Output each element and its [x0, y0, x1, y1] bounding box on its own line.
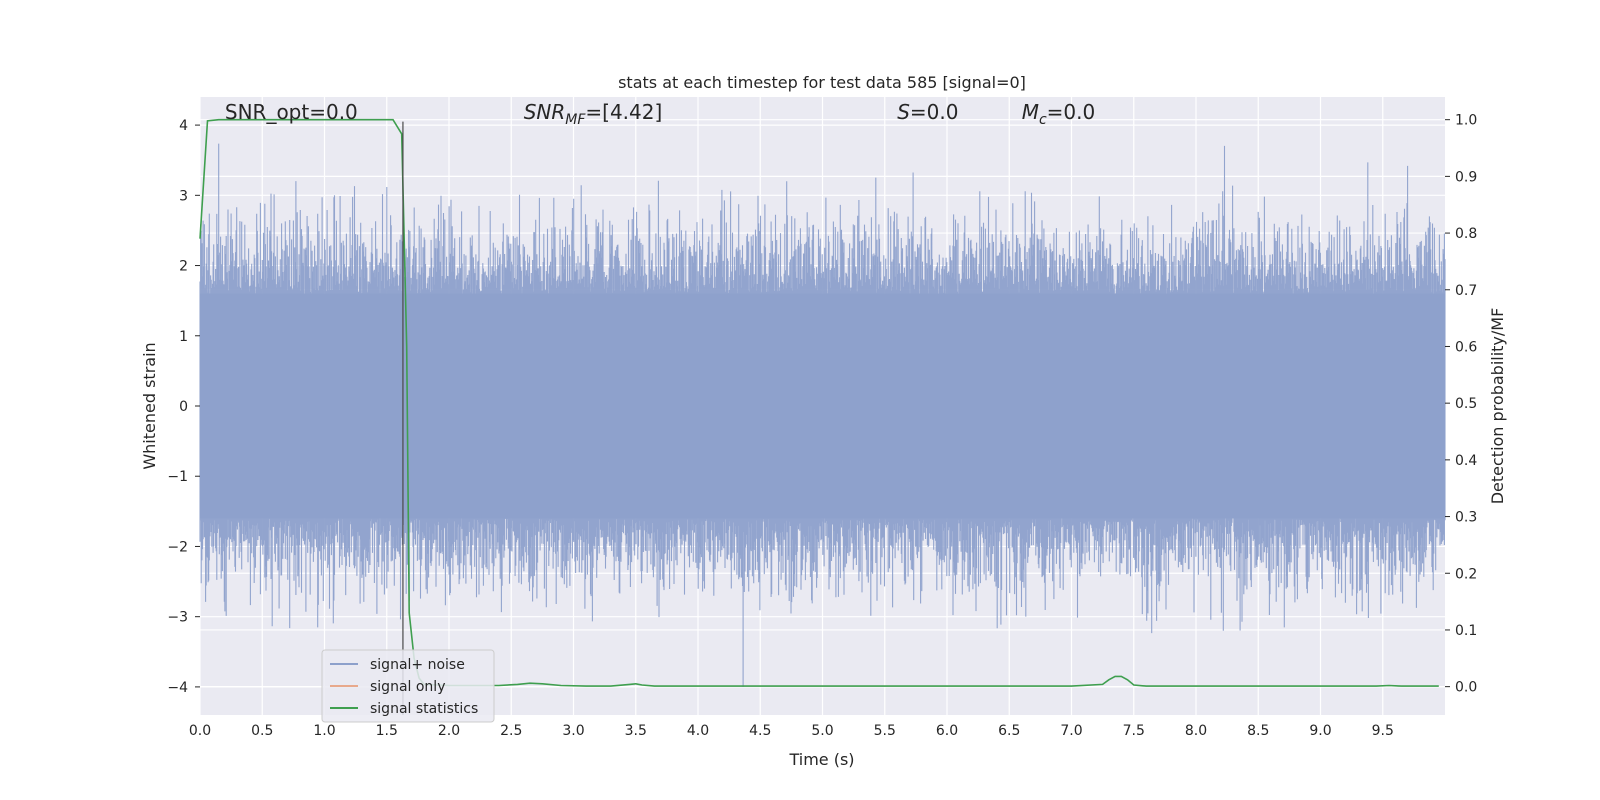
y-axis-right-ticks: 0.0 0.1 0.2 0.3 0.4 0.5 0.6 0.7 0.8 0.9 1.0 — [1445, 113, 1477, 696]
y-right-tick-label: 0.6 — [1455, 339, 1477, 355]
y-right-tick-label: 0.0 — [1455, 680, 1477, 696]
noise-trace — [199, 143, 1446, 687]
x-tick-label: 6.0 — [936, 723, 958, 739]
y-right-tick-label: 0.9 — [1455, 169, 1477, 185]
y-left-tick-label: −2 — [167, 539, 188, 555]
legend-label: signal only — [370, 679, 445, 695]
y-right-tick-label: 0.3 — [1455, 510, 1477, 526]
y-right-tick-label: 0.1 — [1455, 623, 1477, 639]
y-right-tick-label: 0.5 — [1455, 396, 1477, 412]
y-right-tick-label: 0.8 — [1455, 226, 1477, 242]
y-left-tick-label: −4 — [167, 680, 188, 696]
x-tick-label: 5.5 — [874, 723, 896, 739]
y-left-tick-label: 1 — [179, 329, 188, 345]
x-axis-ticks: 0.0 0.5 1.0 1.5 2.0 2.5 3.0 3.5 4.0 4.5 5.0 5.5 6.0 6… — [189, 723, 1394, 739]
x-tick-label: 3.5 — [625, 723, 647, 739]
x-tick-label: 8.5 — [1247, 723, 1269, 739]
y-right-tick-label: 0.4 — [1455, 453, 1477, 469]
y-right-tick-label: 0.2 — [1455, 566, 1477, 582]
y-axis-right-label: Detection probability/MF — [1488, 308, 1507, 505]
x-tick-label: 1.0 — [313, 723, 335, 739]
y-left-tick-label: −3 — [167, 610, 188, 626]
y-left-tick-label: 3 — [179, 188, 188, 204]
legend-box — [321, 649, 495, 723]
x-tick-label: 4.0 — [687, 723, 709, 739]
x-tick-label: 1.5 — [376, 723, 398, 739]
annotations: SNR_opt=0.0 SNRMF=[4.42] S=0.0 Mc=0.0 — [225, 100, 1095, 128]
x-tick-label: 7.0 — [1060, 723, 1082, 739]
x-tick-label: 0.5 — [251, 723, 273, 739]
y-right-tick-label: 0.7 — [1455, 283, 1477, 299]
x-tick-label: 6.5 — [998, 723, 1020, 739]
y-left-tick-label: −1 — [167, 469, 188, 485]
legend: signal+ noise signal only signal statistic… — [321, 649, 495, 723]
legend-label: signal statistics — [370, 701, 478, 717]
x-axis-label: Time (s) — [788, 750, 854, 769]
annotation-2: S=0.0 — [897, 100, 958, 124]
x-tick-label: 0.0 — [189, 723, 211, 739]
annotation-3: Mc=0.0 — [1022, 100, 1096, 128]
x-tick-label: 3.0 — [562, 723, 584, 739]
x-tick-label: 9.5 — [1372, 723, 1394, 739]
y-left-tick-label: 2 — [179, 259, 188, 275]
x-tick-label: 4.5 — [749, 723, 771, 739]
x-tick-label: 2.5 — [500, 723, 522, 739]
y-left-tick-label: 0 — [179, 399, 188, 415]
x-tick-label: 7.5 — [1123, 723, 1145, 739]
annotation-1: SNRMF=[4.42] — [524, 100, 663, 128]
x-tick-label: 2.0 — [438, 723, 460, 739]
signal-statistics-line — [199, 118, 1439, 687]
y-axis-left-ticks: −4 −3 −2 −1 0 1 2 3 4 — [167, 118, 200, 696]
x-tick-label: 8.0 — [1185, 723, 1207, 739]
y-axis-left-label: Whitened strain — [140, 342, 159, 469]
y-left-tick-label: 4 — [179, 118, 188, 134]
legend-label: signal+ noise — [370, 657, 465, 673]
x-tick-label: 5.0 — [811, 723, 833, 739]
series-signal-statistics — [199, 118, 1439, 687]
y-right-tick-label: 1.0 — [1455, 113, 1477, 129]
chart-title: stats at each timestep for test data 585… — [618, 73, 1026, 92]
x-tick-label: 9.0 — [1309, 723, 1331, 739]
annotation-0: SNR_opt=0.0 — [225, 100, 358, 124]
